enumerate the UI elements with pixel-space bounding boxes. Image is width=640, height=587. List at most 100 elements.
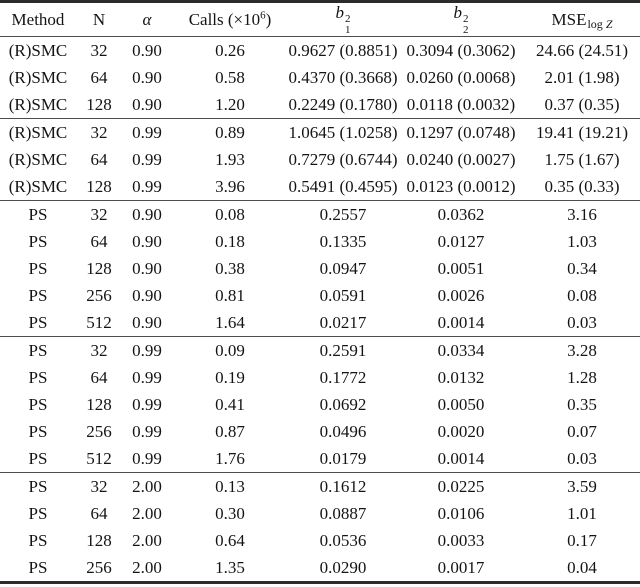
table-cell: 0.99 [132, 448, 162, 468]
table-cell: 32 [90, 340, 108, 360]
table-cell: 0.34 [567, 258, 597, 278]
table-cell: 0.0127 [437, 231, 485, 251]
table-cell: 0.18 [215, 231, 245, 251]
table-cell: 64 [90, 367, 108, 387]
table-cell: 256 [86, 557, 112, 577]
table-cell: 0.1335 [319, 231, 367, 251]
table-cell: 0.0051 [437, 258, 485, 278]
table-cell: 0.90 [132, 67, 162, 87]
table-cell: 0.0123 (0.0012) [406, 176, 516, 196]
table-cell: PS [28, 476, 48, 496]
table-cell: 0.90 [132, 258, 162, 278]
b1-sup: 2 [345, 13, 351, 26]
table-cell: 64 [90, 503, 108, 523]
table-cell: 1.03 [567, 231, 597, 251]
calls-exponent: 6 [260, 9, 266, 22]
table-cell: 128 [86, 394, 112, 414]
table-row: PS 64 0.90 0.18 0.1335 0.0127 1.03 [0, 228, 640, 255]
table-cell: 2.01 (1.98) [544, 67, 620, 87]
table-cell: (R)SMC [8, 176, 68, 196]
table-cell: PS [28, 312, 48, 332]
b1-sub: 1 [345, 24, 351, 37]
table-row: PS 32 0.90 0.08 0.2557 0.0362 3.16 [0, 201, 640, 229]
table-cell: 0.09 [215, 340, 245, 360]
table-cell: 0.0225 [437, 476, 485, 496]
table-cell: 1.64 [215, 312, 245, 332]
table-cell: 1.01 [567, 503, 597, 523]
table-cell: 0.0692 [319, 394, 367, 414]
table-cell: 0.0106 [437, 503, 485, 523]
mse-subscript: log Z [587, 17, 612, 31]
table-cell: 1.76 [215, 448, 245, 468]
table-cell: 0.35 [567, 394, 597, 414]
table-cell: 64 [90, 67, 108, 87]
table-row: PS 32 0.99 0.09 0.2591 0.0334 3.28 [0, 337, 640, 365]
table-cell: 0.0217 [319, 312, 367, 332]
table-row: PS 64 0.99 0.19 0.1772 0.0132 1.28 [0, 364, 640, 391]
table-row: (R)SMC 64 0.99 1.93 0.7279 (0.6744) 0.0240 (0… [0, 146, 640, 173]
table-cell: 0.99 [132, 367, 162, 387]
table-cell: 32 [90, 40, 108, 60]
table-cell: 0.99 [132, 176, 162, 196]
table-cell: 0.03 [567, 312, 597, 332]
table-row: PS 64 2.00 0.30 0.0887 0.0106 1.01 [0, 500, 640, 527]
table-row: (R)SMC 32 0.99 0.89 1.0645 (1.0258) 0.1297 (0… [0, 119, 640, 147]
table-cell: 0.90 [132, 285, 162, 305]
table-cell: 512 [86, 312, 112, 332]
table-row: PS 128 2.00 0.64 0.0536 0.0033 0.17 [0, 527, 640, 554]
table-cell: (R)SMC [8, 40, 68, 60]
table-cell: 0.0887 [319, 503, 367, 523]
table-cell: 0.0050 [437, 394, 485, 414]
table-row: PS 256 2.00 1.35 0.0290 0.0017 0.04 [0, 554, 640, 583]
table-cell: 0.90 [132, 94, 162, 114]
table-cell: 0.0026 [437, 285, 485, 305]
table-group: (R)SMC 32 0.90 0.26 0.9627 (0.8851) 0.3094 (0… [0, 36, 640, 119]
table-cell: 0.04 [567, 557, 597, 577]
table-cell: 0.2591 [319, 340, 367, 360]
table-cell: 128 [86, 258, 112, 278]
table-cell: 0.0132 [437, 367, 485, 387]
table-cell: 0.0536 [319, 530, 367, 550]
table-cell: PS [28, 421, 48, 441]
table-cell: PS [28, 340, 48, 360]
col-header-n: N [92, 9, 106, 29]
table-cell: 0.99 [132, 340, 162, 360]
table-cell: 0.08 [567, 285, 597, 305]
table-cell: (R)SMC [8, 149, 68, 169]
table-cell: PS [28, 530, 48, 550]
table-cell: 0.35 (0.33) [544, 176, 620, 196]
table-cell: PS [28, 448, 48, 468]
col-header-mse-logz: MSElog Z [524, 2, 640, 37]
table-cell: 32 [90, 122, 108, 142]
table-cell: 1.35 [215, 557, 245, 577]
table-cell: 0.1772 [319, 367, 367, 387]
table-cell: PS [28, 557, 48, 577]
table-cell: 256 [86, 421, 112, 441]
table-row: (R)SMC 128 0.99 3.96 0.5491 (0.4595) 0.0123 (… [0, 173, 640, 201]
table-cell: 128 [86, 94, 112, 114]
table-cell: 0.0240 (0.0027) [406, 149, 516, 169]
table-cell: 0.2557 [319, 204, 367, 224]
table-cell: 3.96 [215, 176, 245, 196]
table-row: PS 512 0.90 1.64 0.0217 0.0014 0.03 [0, 309, 640, 337]
table-cell: 0.5491 (0.4595) [288, 176, 398, 196]
table-cell: 0.0947 [319, 258, 367, 278]
table-cell: 64 [90, 231, 108, 251]
table-cell: 0.87 [215, 421, 245, 441]
calls-label-suffix: ) [265, 9, 272, 29]
table-cell: 0.0033 [437, 530, 485, 550]
table-cell: 1.0645 (1.0258) [288, 122, 398, 142]
table-cell: 0.0017 [437, 557, 485, 577]
table-cell: 3.28 [567, 340, 597, 360]
table-cell: 0.58 [215, 67, 245, 87]
table-cell: 0.0290 [319, 557, 367, 577]
table-cell: 0.13 [215, 476, 245, 496]
b1-base: b [335, 3, 345, 22]
table-row: (R)SMC 32 0.90 0.26 0.9627 (0.8851) 0.3094 (0… [0, 37, 640, 65]
col-header-method: Method [11, 9, 65, 29]
table-cell: 0.90 [132, 40, 162, 60]
